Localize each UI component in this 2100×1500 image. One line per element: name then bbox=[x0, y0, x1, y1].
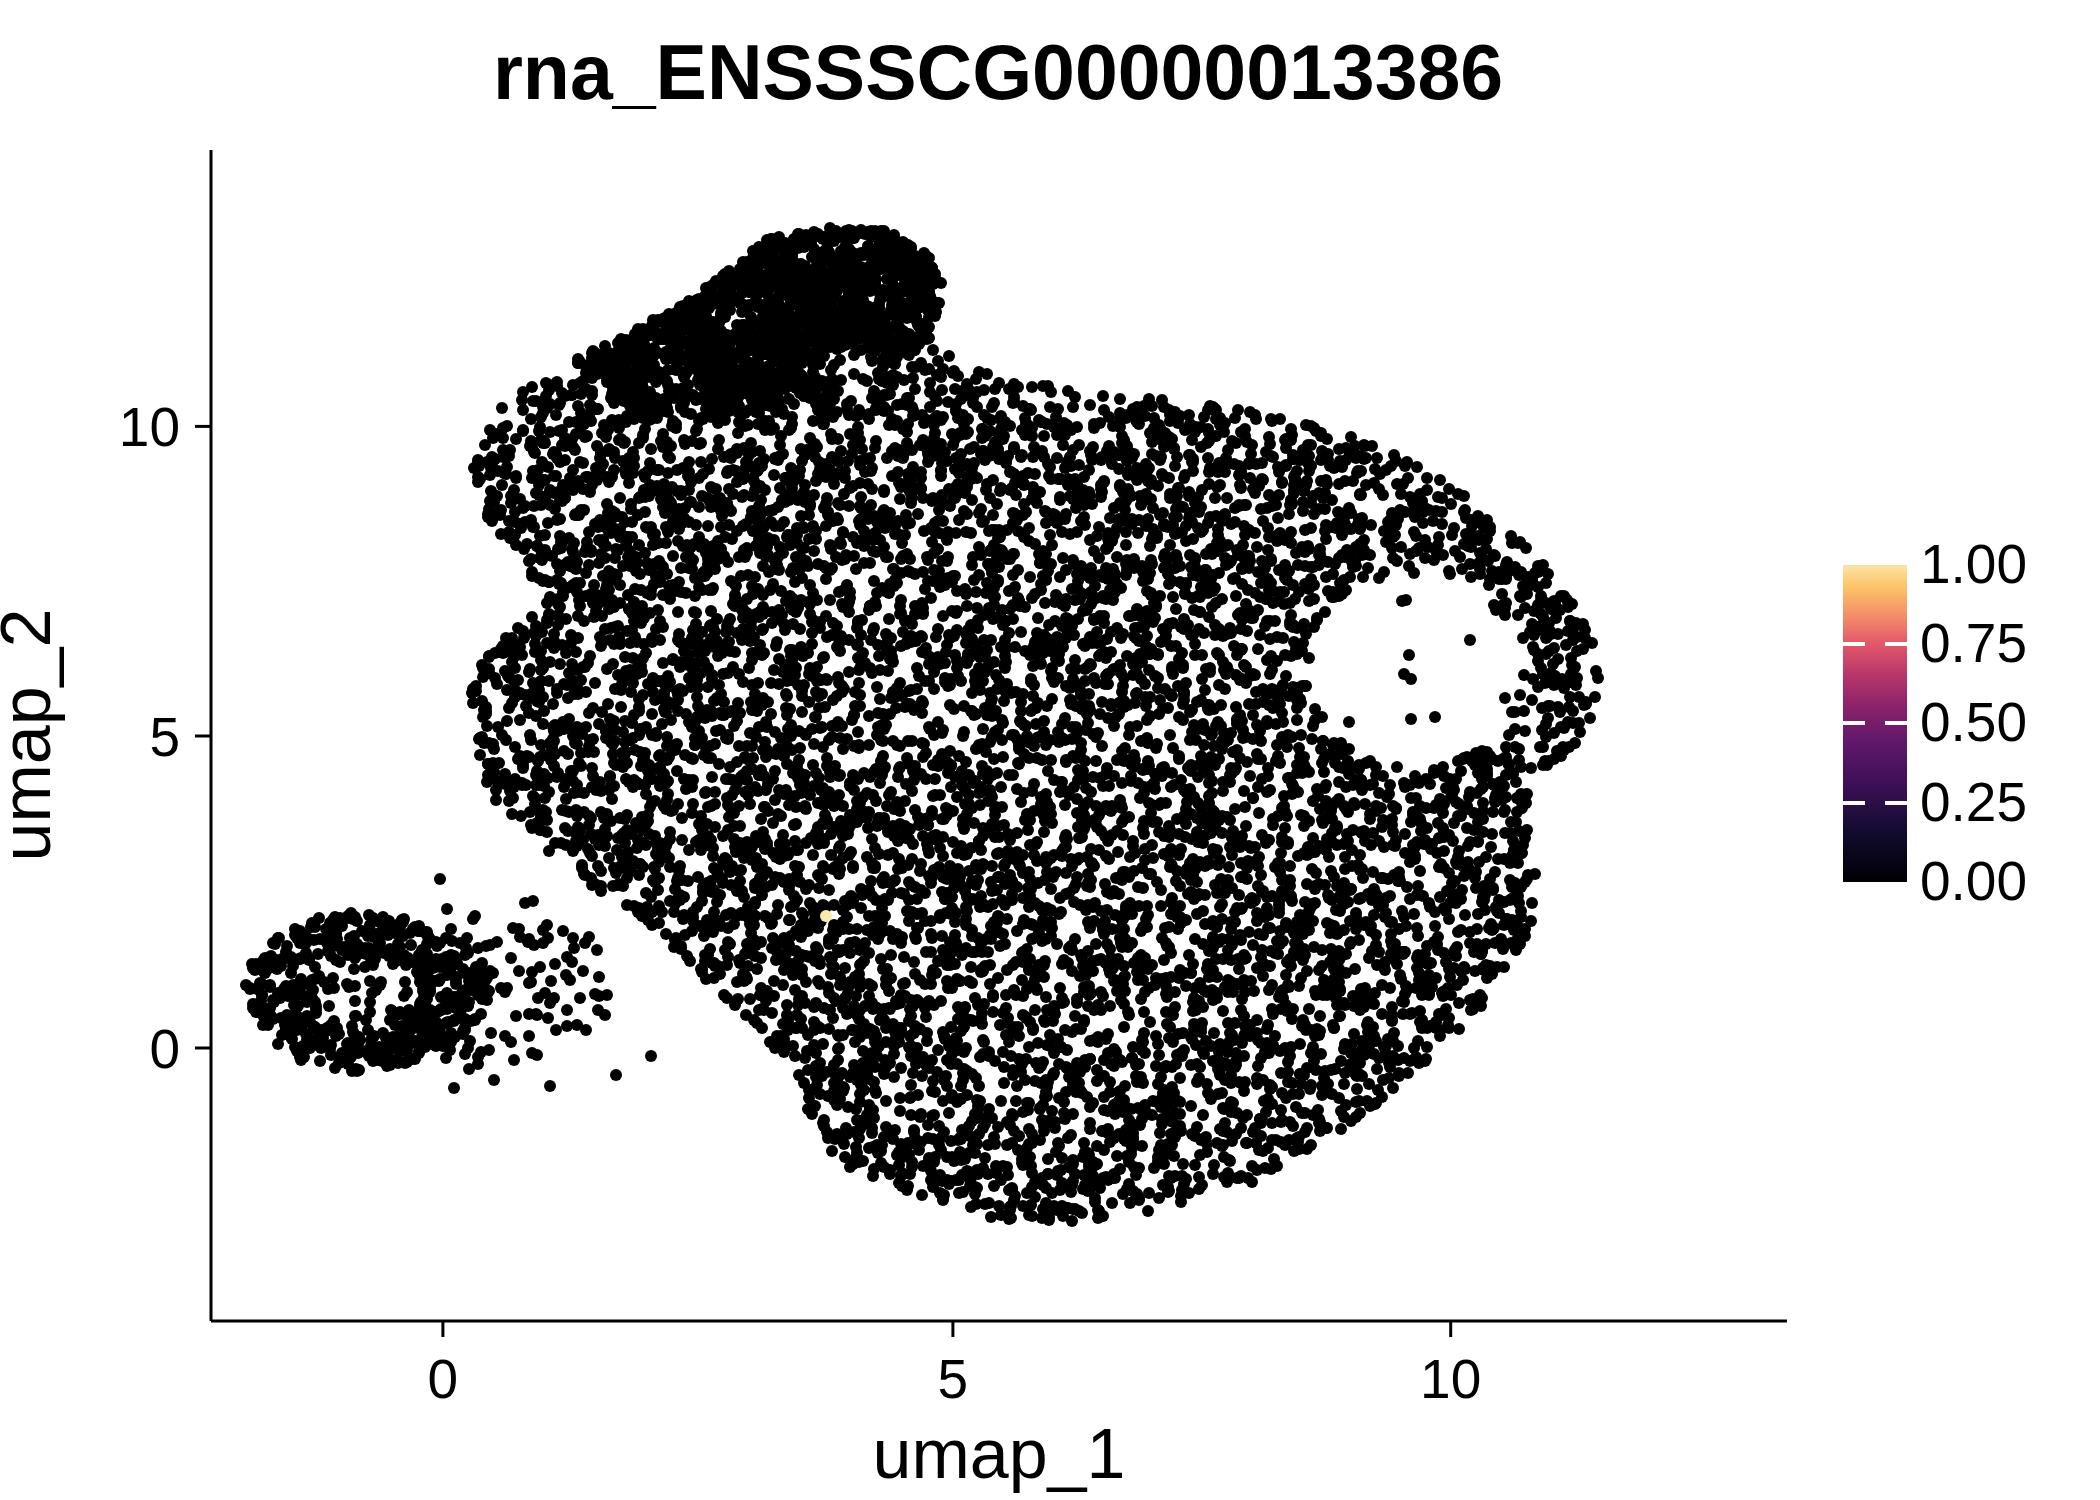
svg-text:5: 5 bbox=[938, 1348, 969, 1410]
svg-text:10: 10 bbox=[1420, 1348, 1481, 1410]
svg-text:0.25: 0.25 bbox=[1920, 771, 2027, 833]
svg-text:0: 0 bbox=[149, 1018, 180, 1080]
svg-text:5: 5 bbox=[149, 706, 180, 768]
svg-text:0.75: 0.75 bbox=[1920, 612, 2027, 674]
svg-text:0.50: 0.50 bbox=[1920, 691, 2027, 753]
svg-text:umap_1: umap_1 bbox=[873, 1415, 1126, 1493]
svg-text:0.00: 0.00 bbox=[1920, 850, 2027, 912]
svg-text:1.00: 1.00 bbox=[1920, 533, 2027, 595]
svg-text:10: 10 bbox=[119, 396, 180, 458]
svg-text:0: 0 bbox=[428, 1348, 459, 1410]
svg-text:umap_2: umap_2 bbox=[0, 609, 65, 862]
